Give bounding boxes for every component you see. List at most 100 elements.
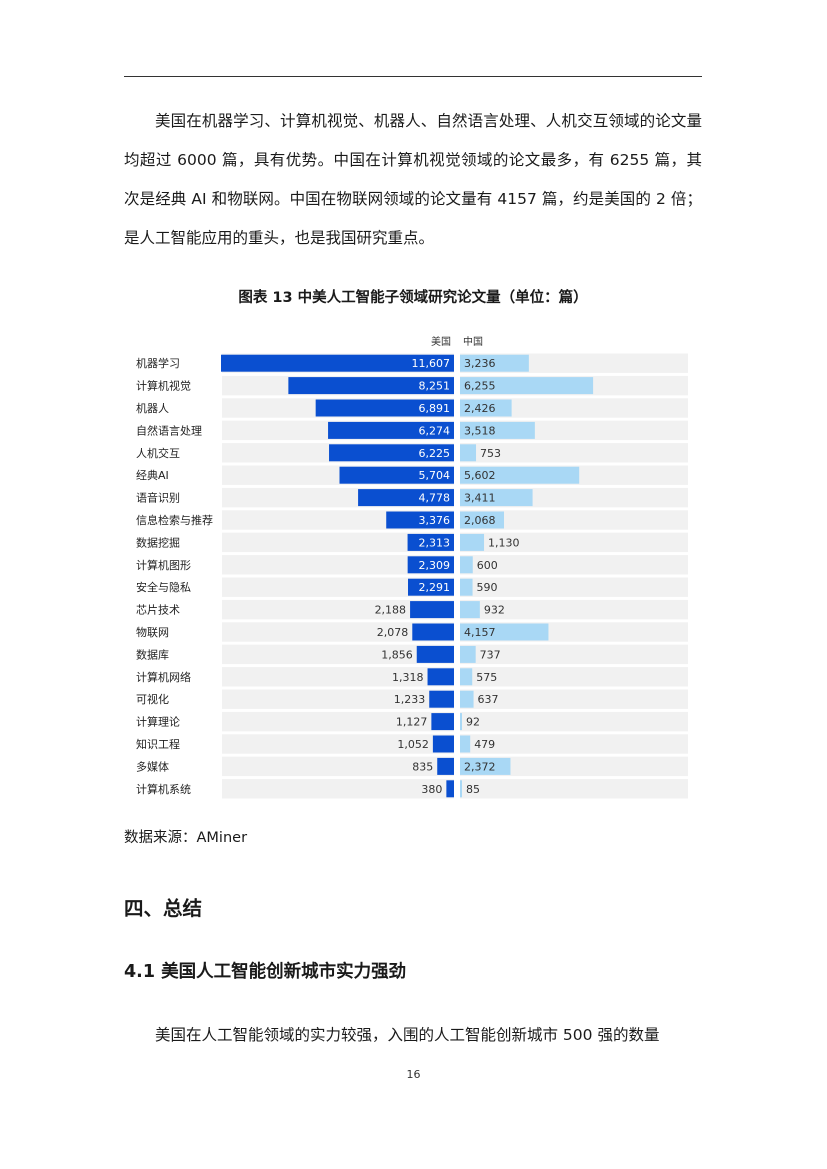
category-label: 可视化 <box>136 692 169 706</box>
bar-us <box>431 713 454 731</box>
bar-us <box>412 623 454 641</box>
value-label-cn: 3,518 <box>464 424 496 437</box>
bar-cn <box>460 354 529 372</box>
value-label-us: 4,778 <box>419 492 451 505</box>
value-label-us: 5,704 <box>419 469 451 482</box>
bar-cn <box>460 533 485 551</box>
value-label-cn: 753 <box>480 447 501 460</box>
bar-cn <box>460 556 473 574</box>
bar-cn <box>460 511 505 529</box>
bar-cn <box>460 780 462 798</box>
category-label: 安全与隐私 <box>136 580 191 594</box>
value-label-us: 2,309 <box>419 559 451 572</box>
bar-us <box>416 645 454 663</box>
value-label-us: 1,052 <box>397 738 429 751</box>
value-label-us: 6,225 <box>419 447 451 460</box>
value-label-us: 8,251 <box>419 380 451 393</box>
category-label: 自然语言处理 <box>136 423 202 437</box>
row-bg-left <box>222 599 454 620</box>
row-bg-left <box>222 734 454 754</box>
bar-us <box>339 466 454 484</box>
subsection-heading: 4.1 美国人工智能创新城市实力强劲 <box>124 962 407 982</box>
value-label-cn: 4,157 <box>464 626 496 639</box>
section-heading: 四、总结 <box>124 897 203 920</box>
value-label-cn: 479 <box>474 738 495 751</box>
row-bg-right <box>460 398 688 418</box>
category-label: 计算机网络 <box>136 670 191 684</box>
bar-us <box>437 757 454 775</box>
category-label: 机器学习 <box>136 356 180 370</box>
value-label-cn: 737 <box>480 648 501 661</box>
body-paragraph-2: 美国在人工智能领域的实力较强，入围的人工智能创新城市 500 强的数量 <box>155 1026 660 1044</box>
row-bg-left <box>222 622 454 642</box>
value-label-us: 1,127 <box>396 716 428 729</box>
bar-us <box>386 511 454 529</box>
row-bg-right <box>460 779 688 799</box>
bar-us <box>407 556 454 574</box>
row-bg-right <box>460 756 688 777</box>
figure-title: 图表 13 中美人工智能子领域研究论文量（单位：篇） <box>238 290 588 306</box>
bar-cn <box>460 735 471 753</box>
value-label-us: 2,291 <box>419 581 451 594</box>
value-label-cn: 5,602 <box>464 469 496 482</box>
bar-us <box>315 399 454 417</box>
category-label: 多媒体 <box>136 759 169 773</box>
value-label-cn: 85 <box>466 783 480 796</box>
bar-cn <box>460 377 594 395</box>
value-label-us: 380 <box>421 783 442 796</box>
category-label: 语音识别 <box>136 491 180 505</box>
row-bg-right <box>460 711 688 732</box>
value-label-cn: 2,426 <box>464 402 496 415</box>
row-bg-left <box>222 711 454 732</box>
row-bg-right <box>460 510 688 530</box>
value-label-us: 1,318 <box>392 671 424 684</box>
value-label-us: 835 <box>412 760 433 773</box>
value-label-cn: 1,130 <box>488 536 520 549</box>
bar-us <box>329 444 454 462</box>
value-label-cn: 3,236 <box>464 357 496 370</box>
row-bg-left <box>222 555 454 575</box>
bar-cn <box>460 399 512 417</box>
value-label-us: 6,274 <box>419 424 451 437</box>
row-bg-right <box>460 443 688 463</box>
row-bg-right <box>460 734 688 754</box>
bar-cn <box>460 668 473 686</box>
value-label-cn: 575 <box>476 671 497 684</box>
bar-us <box>358 489 454 507</box>
row-bg-left <box>222 779 454 799</box>
row-bg-right <box>460 689 688 709</box>
row-bg-right <box>460 644 688 665</box>
bar-cn <box>460 489 533 507</box>
row-bg-right <box>460 555 688 575</box>
bar-cn <box>460 645 476 663</box>
value-label-cn: 3,411 <box>464 492 496 505</box>
value-label-us: 11,607 <box>412 357 451 370</box>
category-label: 物联网 <box>136 625 169 639</box>
bar-us <box>446 780 454 798</box>
legend-cn: 中国 <box>463 335 483 348</box>
row-bg-left <box>222 667 454 687</box>
bar-us <box>288 377 454 395</box>
bar-cn <box>460 713 462 731</box>
bar-us <box>328 421 454 439</box>
header-rule <box>124 76 702 77</box>
value-label-cn: 2,068 <box>464 514 496 527</box>
row-bg-left <box>222 756 454 777</box>
row-bg-right <box>460 577 688 597</box>
value-label-cn: 637 <box>478 693 499 706</box>
category-label: 计算机视觉 <box>136 379 191 393</box>
value-label-us: 2,188 <box>375 604 407 617</box>
row-bg-right <box>460 532 688 553</box>
row-bg-left <box>222 644 454 665</box>
value-label-us: 3,376 <box>419 514 451 527</box>
source-note: 数据来源：AMiner <box>124 830 248 846</box>
category-label: 计算理论 <box>136 715 180 729</box>
row-bg-left <box>222 689 454 709</box>
value-label-cn: 6,255 <box>464 380 496 393</box>
bar-cn <box>460 757 511 775</box>
row-bg-right <box>460 667 688 687</box>
bar-cn <box>460 466 580 484</box>
value-label-us: 1,233 <box>394 693 426 706</box>
value-label-cn: 600 <box>477 559 498 572</box>
